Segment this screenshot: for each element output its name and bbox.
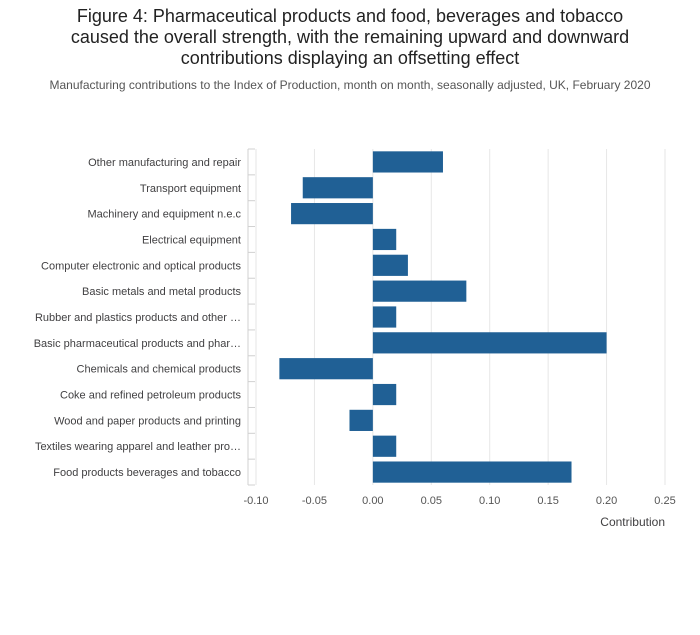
x-tick-label: 0.15 xyxy=(537,495,558,507)
bar xyxy=(372,435,397,457)
bar xyxy=(302,177,373,199)
bar xyxy=(372,332,607,354)
bar xyxy=(372,306,397,328)
chart-title-line-3: contributions displaying an offsetting e… xyxy=(180,48,520,68)
category-label: Electrical equipment xyxy=(142,234,241,246)
category-label: Basic metals and metal products xyxy=(82,286,241,298)
category-label: Food products beverages and tobacco xyxy=(53,467,241,479)
bar xyxy=(372,254,408,276)
bar xyxy=(372,280,467,302)
bar xyxy=(279,358,373,380)
chart-title: Figure 4: Pharmaceutical products and fo… xyxy=(0,6,700,69)
y-axis xyxy=(247,148,255,486)
bar xyxy=(372,151,443,173)
category-label: Coke and refined petroleum products xyxy=(60,390,241,402)
chart-title-line-1: Figure 4: Pharmaceutical products and fo… xyxy=(76,6,624,26)
category-label: Chemicals and chemical products xyxy=(77,364,242,376)
x-tick-label: 0.25 xyxy=(654,495,675,507)
bars xyxy=(279,151,607,483)
category-label: Other manufacturing and repair xyxy=(88,157,241,169)
chart-title-line-2: caused the overall strength, with the re… xyxy=(70,27,630,47)
category-label: Computer electronic and optical products xyxy=(41,260,241,272)
x-tick-label: 0.05 xyxy=(421,495,442,507)
category-label: Machinery and equipment n.e.c xyxy=(88,209,242,221)
x-tick-label: 0.20 xyxy=(596,495,617,507)
category-label: Wood and paper products and printing xyxy=(54,415,241,427)
bar xyxy=(372,461,572,483)
category-label: Basic pharmaceutical products and phar… xyxy=(34,338,241,350)
category-label: Transport equipment xyxy=(140,183,241,195)
x-tick-label: 0.10 xyxy=(479,495,500,507)
chart-subtitle: Manufacturing contributions to the Index… xyxy=(49,78,651,92)
bar xyxy=(372,383,397,406)
x-tick-label: 0.00 xyxy=(362,495,383,507)
grid-lines xyxy=(255,149,666,485)
x-axis-title: Contribution xyxy=(600,515,665,529)
x-tick-label: -0.05 xyxy=(302,495,327,507)
bar xyxy=(291,203,373,225)
bar xyxy=(372,228,397,251)
x-tick-labels: -0.10 -0.05 0.00 0.05 0.10 0.15 0.20 0.25 xyxy=(243,495,675,507)
category-labels: Other manufacturing and repair Transport … xyxy=(34,157,242,479)
x-tick-label: -0.10 xyxy=(243,495,268,507)
category-label: Textiles wearing apparel and leather pro… xyxy=(35,441,241,453)
category-label: Rubber and plastics products and other … xyxy=(35,312,241,324)
bar xyxy=(349,409,373,431)
